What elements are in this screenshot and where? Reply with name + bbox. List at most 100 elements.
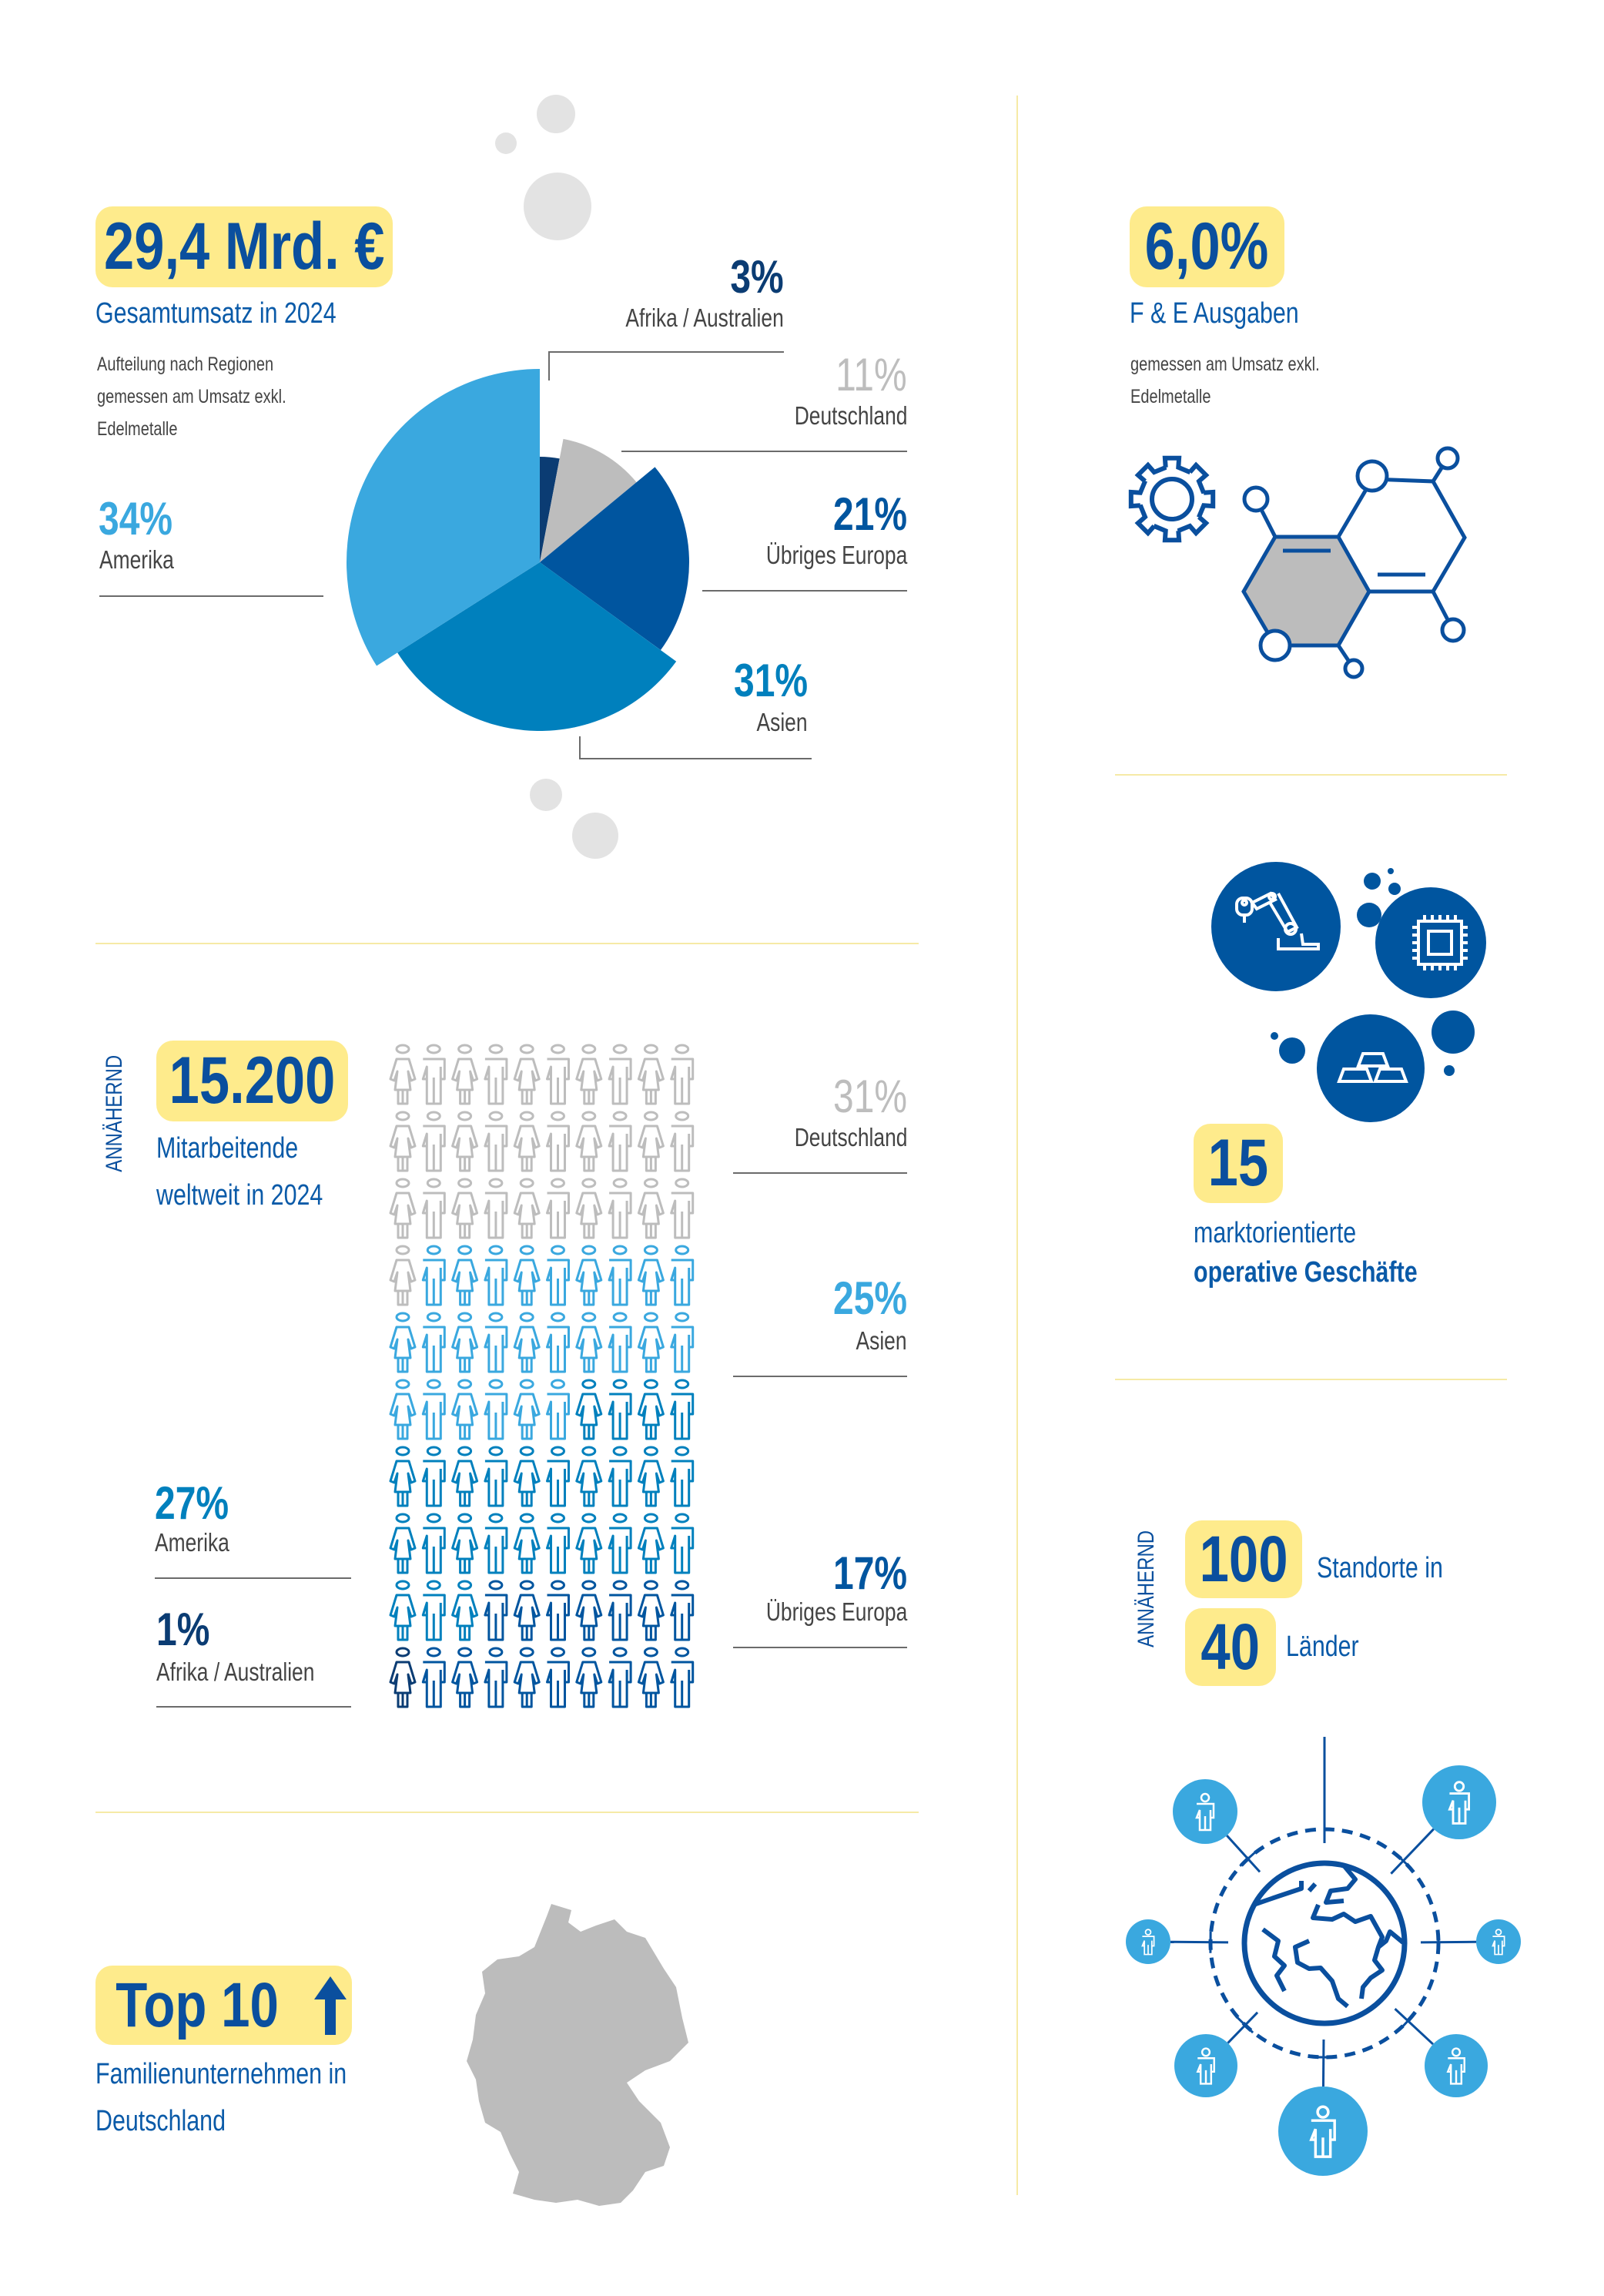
male-person-icon [608, 1111, 632, 1172]
female-person-icon [575, 1312, 603, 1373]
female-person-icon [575, 1245, 603, 1306]
female-person-icon [451, 1312, 479, 1373]
rnd-note: gemessen am Umsatz exkl. Edelmetalle [1130, 348, 1320, 413]
female-person-icon [637, 1580, 665, 1641]
female-person-icon [451, 1647, 479, 1708]
male-person-icon [670, 1245, 695, 1306]
employees-title-line: weltweit in 2024 [156, 1179, 323, 1212]
male-person-icon [484, 1647, 508, 1708]
pie-slice [540, 438, 637, 562]
connector-line [1321, 2039, 1325, 2087]
businesses-line2: operative Geschäfte [1194, 1256, 1418, 1289]
gold-bars-icon [1337, 1052, 1408, 1083]
businesses-illustration [1211, 862, 1486, 1122]
family-headline: Top 10 [116, 1969, 280, 2040]
family-headline-badge: Top 10 [95, 1966, 352, 2045]
pie-slice [540, 467, 689, 651]
ring-tick [1399, 2012, 1417, 2030]
female-person-icon [451, 1513, 479, 1574]
bubble [1364, 873, 1381, 890]
note-line: gemessen am Umsatz exkl. [1130, 354, 1320, 375]
male-person-icon [484, 1580, 508, 1641]
ring-tick [1395, 1852, 1412, 1869]
male-person-icon [546, 1379, 570, 1440]
male-person-icon [421, 1178, 446, 1239]
pie-label-deutschland-name: Deutschland [794, 401, 907, 430]
revenue-note: Aufteilung nach Regionen gemessen am Ums… [97, 348, 286, 445]
location-node [1173, 1779, 1237, 1844]
male-person-icon [670, 1580, 695, 1641]
pie-label-asien-name: Asien [756, 708, 808, 736]
connector-line [1394, 2008, 1434, 2046]
rnd-headline: 6,0% [1145, 209, 1269, 283]
female-person-icon [389, 1446, 417, 1507]
female-person-icon [637, 1647, 665, 1708]
female-person-icon [575, 1044, 603, 1105]
female-person-icon [389, 1111, 417, 1172]
female-person-icon [637, 1446, 665, 1507]
female-person-icon [389, 1379, 417, 1440]
location-node [1476, 1919, 1521, 1964]
gear-icon [1128, 455, 1216, 543]
person-icon [1448, 1781, 1471, 1825]
male-person-icon [484, 1379, 508, 1440]
bubble [1432, 1011, 1475, 1054]
note-line: gemessen am Umsatz exkl. [97, 386, 286, 407]
pie-label-amerika-value: 34% [99, 493, 173, 545]
employees-headline: 15.200 [169, 1044, 336, 1118]
businesses-headline-badge: 15 [1194, 1124, 1283, 1203]
bubble [1388, 868, 1394, 874]
pie-label-deutschland-value: 11% [835, 349, 907, 401]
female-person-icon [389, 1178, 417, 1239]
female-person-icon [451, 1379, 479, 1440]
female-person-icon [513, 1044, 541, 1105]
female-person-icon [513, 1312, 541, 1373]
rnd-illustration [1128, 446, 1467, 679]
leader-line [702, 590, 907, 592]
male-person-icon [421, 1647, 446, 1708]
male-person-icon [608, 1379, 632, 1440]
male-person-icon [670, 1513, 695, 1574]
picto-label-deutschland-name: Deutschland [794, 1123, 907, 1151]
revenue-title: Gesamtumsatz in 2024 [95, 297, 337, 330]
male-person-icon [546, 1446, 570, 1507]
male-person-icon [421, 1513, 446, 1574]
male-person-icon [484, 1178, 508, 1239]
male-person-icon [608, 1647, 632, 1708]
column-divider [1016, 96, 1018, 2195]
male-person-icon [608, 1245, 632, 1306]
male-person-icon [546, 1044, 570, 1105]
male-person-icon [608, 1178, 632, 1239]
note-line: Aufteilung nach Regionen [97, 354, 274, 375]
molecule-icon [1241, 446, 1467, 679]
rnd-headline-badge: 6,0% [1130, 206, 1284, 287]
bubble [1444, 1065, 1455, 1076]
female-person-icon [513, 1513, 541, 1574]
female-person-icon [451, 1580, 479, 1641]
female-person-icon [637, 1379, 665, 1440]
location-node [1174, 2034, 1237, 2097]
male-person-icon [421, 1044, 446, 1105]
divider [1115, 1379, 1507, 1380]
employees-headline-badge: 15.200 [156, 1041, 348, 1121]
male-person-icon [608, 1312, 632, 1373]
revenue-headline: 29,4 Mrd. € [103, 209, 385, 283]
male-person-icon [546, 1111, 570, 1172]
male-person-icon [670, 1647, 695, 1708]
connector-line [1226, 1835, 1261, 1873]
male-person-icon [670, 1044, 695, 1105]
picto-label-amerika-name: Amerika [155, 1528, 229, 1557]
female-person-icon [451, 1044, 479, 1105]
divider [95, 1812, 919, 1813]
employees-pictogram [389, 1044, 695, 1708]
countries-value: 40 [1200, 1611, 1261, 1683]
male-person-icon [608, 1044, 632, 1105]
female-person-icon [637, 1044, 665, 1105]
female-person-icon [575, 1178, 603, 1239]
bubble [1271, 1032, 1278, 1040]
location-node [1422, 1765, 1496, 1839]
male-person-icon [484, 1446, 508, 1507]
male-person-icon [421, 1111, 446, 1172]
pie-slice [540, 457, 560, 562]
male-person-icon [546, 1178, 570, 1239]
